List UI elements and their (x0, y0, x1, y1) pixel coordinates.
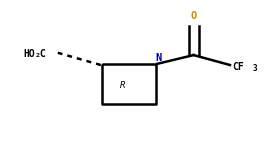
Text: R: R (120, 81, 125, 90)
Text: HO: HO (23, 49, 35, 59)
Text: 3: 3 (253, 64, 257, 73)
Text: CF: CF (233, 62, 245, 72)
Text: ₂C: ₂C (35, 49, 47, 59)
Text: N: N (155, 53, 162, 63)
Text: O: O (190, 11, 197, 21)
